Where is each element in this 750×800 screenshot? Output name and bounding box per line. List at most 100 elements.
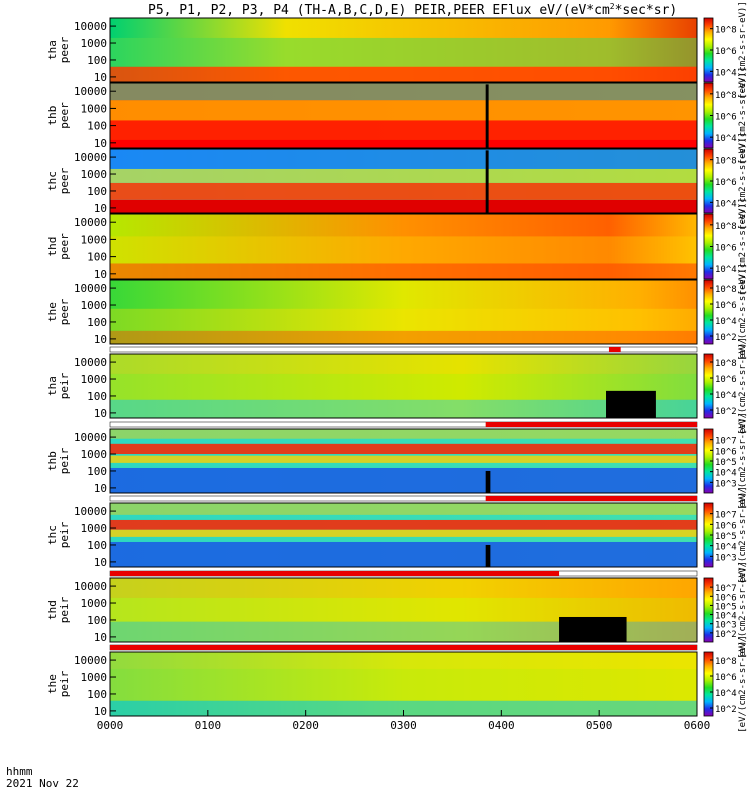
energy-band	[110, 263, 697, 279]
colorbar-tick-label: 10^2	[715, 630, 737, 640]
energy-band	[110, 519, 697, 530]
energy-band	[110, 668, 697, 701]
colorbar-tick-label: 10^3	[715, 621, 737, 631]
panel-frame	[109, 502, 698, 568]
y-axis-label-line: peer	[58, 233, 71, 260]
colorbar-tick-label: 10^6	[715, 301, 737, 311]
x-tick-label: 0300	[390, 719, 417, 732]
y-tick-label: 10	[94, 333, 107, 346]
energy-band	[110, 149, 697, 169]
y-axis-label-line: thc	[46, 171, 59, 191]
colorbar-unit-label: [eV/(cm2-s-sr-eV)]	[738, 561, 748, 659]
plot-title-superscript: 2	[610, 2, 615, 11]
colorbar-tick-label: 10^4	[715, 265, 737, 275]
colorbar-tick-label: 10^4	[715, 469, 737, 479]
panel-thc-peer: 10000 1000 100 10 thcpeer 10^8 10^6 10^4 [eV/(cm…	[46, 132, 748, 230]
colorbar-unit-label: [eV/(cm2-s-sr-eV)]	[738, 67, 748, 165]
y-axis-label-line: thb	[46, 451, 59, 471]
y-axis-label-line: thd	[46, 600, 59, 620]
colorbar-tick-label: 10^8	[715, 222, 737, 232]
quality-flag-segment	[485, 496, 697, 501]
y-tick-label: 10	[94, 631, 107, 644]
quality-flag-bar	[109, 346, 698, 353]
energy-band	[110, 621, 697, 642]
y-tick-label: 10	[94, 202, 107, 215]
energy-band	[110, 503, 697, 515]
energy-band	[110, 529, 697, 537]
panel-frame	[109, 428, 698, 494]
y-axis-label-line: peir	[58, 596, 71, 623]
y-axis-label-line: tha	[46, 376, 59, 396]
panel-frame	[109, 213, 698, 280]
y-axis-label-line: peer	[58, 102, 71, 129]
y-tick-label: 100	[87, 316, 107, 329]
y-tick-label: 1000	[81, 168, 108, 181]
energy-band	[110, 429, 697, 439]
y-tick-label: 10	[94, 556, 107, 569]
energy-band	[110, 330, 697, 344]
y-tick-label: 100	[87, 54, 107, 67]
colorbar-tick-label: 10^6	[715, 521, 737, 531]
energy-band	[110, 139, 697, 148]
y-axis-label-line: peer	[58, 167, 71, 194]
y-axis-label-line: peir	[58, 521, 71, 548]
y-tick-label: 10000	[74, 654, 107, 667]
x-axis: 0000 0100 0200 0300 0400 0500 0600	[97, 710, 710, 732]
y-tick-label: 10	[94, 71, 107, 84]
colorbar-tick-label: 10^6	[715, 47, 737, 57]
colorbar-tick-label: 10^2	[715, 333, 737, 343]
colorbar-unit-label: [eV/(cm2-s-sr-eV)]	[738, 635, 748, 733]
y-tick-label: 1000	[81, 373, 108, 386]
energy-band	[110, 100, 697, 121]
quality-flag-segment	[110, 571, 560, 576]
y-axis-label: thepeer	[46, 298, 71, 325]
y-tick-label: 100	[87, 120, 107, 133]
y-tick-label: 10000	[74, 85, 107, 98]
colorbar-tick-label: 10^4	[715, 199, 737, 209]
colorbar	[703, 651, 714, 717]
energy-band	[110, 578, 697, 598]
energy-band	[110, 455, 697, 463]
plot-title-tail: *sec*sr)	[615, 3, 678, 18]
x-tick-label: 0500	[586, 719, 613, 732]
colorbar-tick-label: 10^8	[715, 91, 737, 101]
y-tick-label: 1000	[81, 522, 108, 535]
colorbar-unit-label: [eV/(cm2-s-sr-eV)]	[738, 337, 748, 435]
colorbar-unit-label: [eV/(cm2-s-sr-eV)]	[738, 1, 748, 99]
energy-band	[110, 83, 697, 101]
panel-frame	[109, 82, 698, 149]
panel-thd-peir: 10000100010010thdpeir10^710^610^510^410^…	[46, 561, 748, 659]
energy-band	[110, 66, 697, 82]
plot-title-main: P5, P1, P2, P3, P4 (TH-A,B,C,D,E) PEIR,P…	[148, 3, 610, 18]
y-tick-label: 100	[87, 251, 107, 264]
colorbar-tick-label: 10^8	[715, 26, 737, 36]
y-tick-label: 1000	[81, 299, 108, 312]
panel-frame	[109, 353, 698, 419]
colorbar-tick-label: 10^2	[715, 407, 737, 417]
colorbar-unit-label: [eV/(cm2-s-sr-eV)]	[738, 132, 748, 230]
y-tick-label: 10000	[74, 505, 107, 518]
x-tick-label: 0100	[195, 719, 222, 732]
colorbar-tick-label: 10^4	[715, 68, 737, 78]
panel-frame	[109, 17, 698, 83]
colorbar-tick-label: 10^6	[715, 178, 737, 188]
time-format-label: hhmm	[6, 765, 33, 778]
y-tick-label: 100	[87, 688, 107, 701]
y-tick-label: 1000	[81, 448, 108, 461]
energy-band	[110, 236, 697, 264]
colorbar-tick-label: 10^6	[715, 375, 737, 385]
y-tick-label: 100	[87, 465, 107, 478]
colorbar-tick-label: 10^4	[715, 612, 737, 622]
y-tick-label: 10000	[74, 356, 107, 369]
energy-band	[110, 652, 697, 669]
y-axis-label: thdpeer	[46, 233, 71, 260]
energy-band	[110, 597, 697, 622]
colorbar-tick-label: 10^2	[715, 705, 737, 715]
date-label: 2021 Nov 22	[6, 777, 79, 790]
colorbar-tick-label: 10^4	[715, 317, 737, 327]
panel-frame	[109, 148, 698, 214]
colorbar-tick-label: 10^8	[715, 157, 737, 167]
colorbar	[703, 353, 714, 419]
